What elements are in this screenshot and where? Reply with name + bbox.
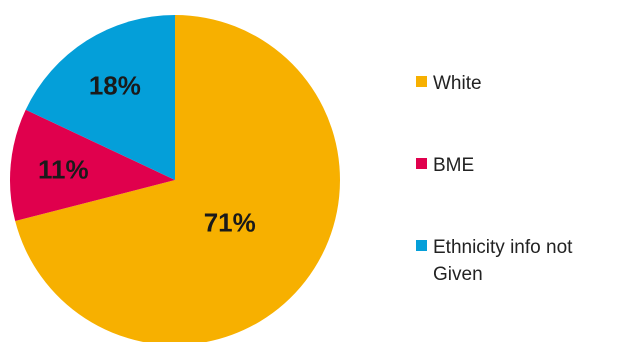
legend-label-not-given: Ethnicity info not Given	[433, 237, 573, 285]
slice-not-given	[25, 15, 175, 180]
legend-label-bme: BME	[433, 155, 475, 176]
legend-item-white: White	[416, 70, 621, 97]
legend-swatch-not-given	[416, 240, 427, 251]
slice-bme	[9, 109, 175, 222]
legend-item-bme: BME	[416, 152, 621, 179]
legend-swatch-white	[416, 76, 427, 87]
legend-label-white: White	[433, 73, 482, 94]
slice-label-white: 71%	[204, 207, 256, 237]
slice-label-not-given: 18%	[89, 70, 141, 100]
slice-label-bme: 11%	[38, 154, 89, 184]
legend-item-not-given: Ethnicity info not Given	[416, 234, 621, 288]
legend-swatch-bme	[416, 158, 427, 169]
slice-white	[15, 15, 340, 342]
